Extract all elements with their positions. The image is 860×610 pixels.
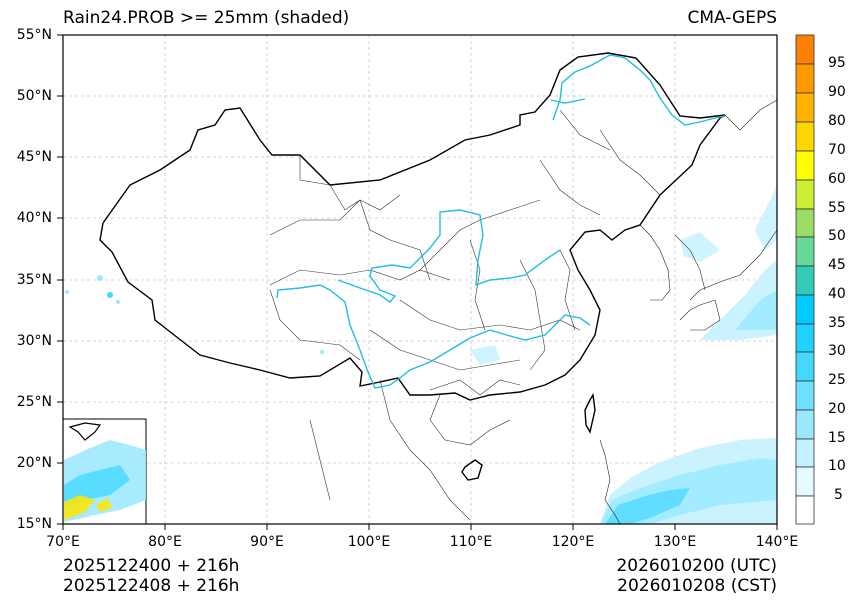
lat-label: 55°N bbox=[16, 27, 52, 43]
china-border bbox=[99, 52, 726, 481]
init-time-utc: 2025122400 + 216h bbox=[63, 556, 240, 576]
colorbar-label: 20 bbox=[828, 401, 846, 417]
colorbar-label: 80 bbox=[828, 113, 846, 129]
model-name: CMA-GEPS bbox=[687, 8, 777, 28]
lat-label: 50°N bbox=[16, 88, 52, 104]
valid-time-cst: 2026010208 (CST) bbox=[617, 576, 777, 596]
rivers bbox=[276, 54, 726, 389]
colorbar-label: 5 bbox=[834, 487, 843, 503]
colorbar-label: 95 bbox=[828, 55, 846, 71]
colorbar-label: 90 bbox=[828, 84, 846, 100]
lat-label: 40°N bbox=[16, 210, 52, 226]
colorbar-label: 50 bbox=[828, 228, 846, 244]
lon-label: 130°E bbox=[653, 534, 697, 550]
colorbar-label: 60 bbox=[828, 171, 846, 187]
colorbar-label: 30 bbox=[828, 343, 846, 359]
map-frame bbox=[62, 34, 778, 525]
valid-time-utc: 2026010200 (UTC) bbox=[616, 556, 777, 576]
colorbar-label: 70 bbox=[828, 142, 846, 158]
init-time-block: 2025122400 + 216h 2025122408 + 216h bbox=[63, 556, 239, 596]
lon-label: 90°E bbox=[250, 534, 284, 550]
lon-label: 140°E bbox=[755, 534, 799, 550]
lat-label: 15°N bbox=[16, 516, 52, 532]
colorbar-label: 10 bbox=[828, 458, 846, 474]
colorbar-label: 15 bbox=[828, 430, 846, 446]
colorbar bbox=[795, 34, 815, 525]
lon-label: 70°E bbox=[46, 534, 80, 550]
lon-label: 110°E bbox=[449, 534, 493, 550]
valid-time-block: 2026010200 (UTC) 2026010208 (CST) bbox=[616, 556, 777, 596]
colorbar-label: 25 bbox=[828, 372, 846, 388]
colorbar-label: 55 bbox=[828, 200, 846, 216]
lon-label: 80°E bbox=[148, 534, 182, 550]
colorbar-label: 40 bbox=[828, 286, 846, 302]
province-borders bbox=[269, 109, 706, 521]
colorbar-label: 45 bbox=[828, 257, 846, 273]
lat-label: 25°N bbox=[16, 394, 52, 410]
init-time-cst: 2025122408 + 216h bbox=[63, 576, 240, 596]
lat-label: 30°N bbox=[16, 333, 52, 349]
lon-label: 100°E bbox=[347, 534, 391, 550]
lat-label: 45°N bbox=[16, 149, 52, 165]
chart-title: Rain24.PROB >= 25mm (shaded) bbox=[63, 8, 350, 28]
colorbar-label: 35 bbox=[828, 315, 846, 331]
lon-label: 120°E bbox=[551, 534, 595, 550]
gridlines bbox=[63, 35, 777, 524]
foreign-coastlines bbox=[599, 99, 777, 524]
south-china-sea-inset bbox=[62, 418, 147, 525]
lat-label: 35°N bbox=[16, 272, 52, 288]
lat-label: 20°N bbox=[16, 455, 52, 471]
axis-ticks bbox=[57, 34, 778, 530]
probability-shading bbox=[65, 185, 777, 524]
